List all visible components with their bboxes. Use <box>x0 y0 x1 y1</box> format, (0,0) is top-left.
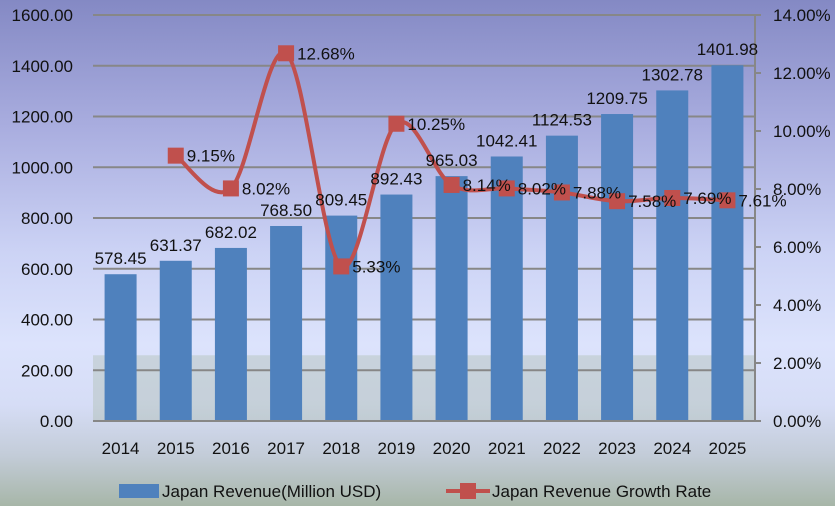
x-tick-label: 2024 <box>653 439 691 458</box>
y-tick-label: 1400.00 <box>12 57 73 76</box>
bar-value-label: 631.37 <box>150 236 202 255</box>
x-tick-label: 2015 <box>157 439 195 458</box>
x-tick-label: 2020 <box>433 439 471 458</box>
y-tick-label: 600.00 <box>21 260 73 279</box>
y-tick-label: 1200.00 <box>12 108 73 127</box>
y2-tick-label: 6.00% <box>773 238 821 257</box>
growth-marker-2020 <box>443 176 460 193</box>
y2-tick-label: 8.00% <box>773 180 821 199</box>
growth-marker-2018 <box>333 258 350 275</box>
growth-value-label: 7.88% <box>573 183 621 202</box>
legend-bar-swatch <box>119 484 159 498</box>
growth-marker-2024 <box>664 189 681 206</box>
growth-marker-2021 <box>498 180 515 197</box>
bar-value-label: 768.50 <box>260 201 312 220</box>
y2-tick-label: 2.00% <box>773 354 821 373</box>
growth-marker-2023 <box>609 193 626 210</box>
growth-value-label: 5.33% <box>352 257 400 276</box>
y2-tick-label: 10.00% <box>773 122 831 141</box>
y2-tick-label: 12.00% <box>773 64 831 83</box>
bar-value-label: 809.45 <box>315 191 367 210</box>
growth-value-label: 10.25% <box>407 115 465 134</box>
bar-2020 <box>435 176 468 421</box>
x-tick-label: 2016 <box>212 439 250 458</box>
bar-value-label: 1302.78 <box>642 65 703 84</box>
y-tick-label: 400.00 <box>21 311 73 330</box>
growth-value-label: 8.14% <box>463 176 511 195</box>
bar-2018 <box>325 215 358 421</box>
y2-tick-label: 0.00% <box>773 412 821 431</box>
x-tick-label: 2017 <box>267 439 305 458</box>
bar-2016 <box>214 247 247 421</box>
bar-value-label: 1042.41 <box>476 131 537 150</box>
growth-value-label: 7.58% <box>628 192 676 211</box>
y-tick-label: 1000.00 <box>12 158 73 177</box>
growth-marker-2016 <box>222 180 239 197</box>
growth-value-label: 12.68% <box>297 44 355 63</box>
bar-2015 <box>159 260 192 421</box>
legend-label-revenue: Japan Revenue(Million USD) <box>162 482 381 501</box>
x-tick-label: 2014 <box>102 439 140 458</box>
bar-2024 <box>656 90 689 421</box>
y-tick-label: 800.00 <box>21 209 73 228</box>
x-tick-label: 2023 <box>598 439 636 458</box>
growth-marker-2015 <box>167 147 184 164</box>
bar-value-label: 965.03 <box>426 151 478 170</box>
x-tick-label: 2025 <box>709 439 747 458</box>
y-tick-label: 1600.00 <box>12 6 73 25</box>
growth-marker-2022 <box>553 184 570 201</box>
growth-marker-2025 <box>719 192 736 209</box>
x-tick-label: 2018 <box>322 439 360 458</box>
growth-value-label: 9.15% <box>187 147 235 166</box>
y-tick-label: 0.00 <box>40 412 73 431</box>
bar-2022 <box>545 135 578 421</box>
x-tick-label: 2022 <box>543 439 581 458</box>
bar-2019 <box>380 194 413 421</box>
bar-value-label: 1124.53 <box>532 111 592 130</box>
growth-marker-2019 <box>388 115 405 132</box>
bar-value-label: 1209.75 <box>586 89 647 108</box>
bar-2021 <box>490 156 523 421</box>
legend-label-growth: Japan Revenue Growth Rate <box>492 482 711 501</box>
x-tick-label: 2021 <box>488 439 526 458</box>
growth-value-label: 8.02% <box>518 179 566 198</box>
bar-2023 <box>601 114 634 421</box>
bar-value-label: 578.45 <box>95 249 147 268</box>
growth-marker-2017 <box>278 45 295 62</box>
legend-marker-swatch <box>460 483 476 499</box>
growth-value-label: 8.02% <box>242 179 290 198</box>
bar-2014 <box>104 274 137 421</box>
growth-value-label: 7.61% <box>738 191 786 210</box>
bar-2025 <box>711 65 744 422</box>
bar-value-label: 892.43 <box>370 170 422 189</box>
bar-2017 <box>270 225 303 421</box>
growth-value-label: 7.69% <box>683 189 731 208</box>
plot-lower-band <box>93 355 755 421</box>
bar-value-label: 1401.98 <box>697 40 758 59</box>
x-tick-label: 2019 <box>378 439 416 458</box>
bar-value-label: 682.02 <box>205 223 257 242</box>
y2-tick-label: 14.00% <box>773 6 831 25</box>
y2-tick-label: 4.00% <box>773 296 821 315</box>
y-tick-label: 200.00 <box>21 361 73 380</box>
